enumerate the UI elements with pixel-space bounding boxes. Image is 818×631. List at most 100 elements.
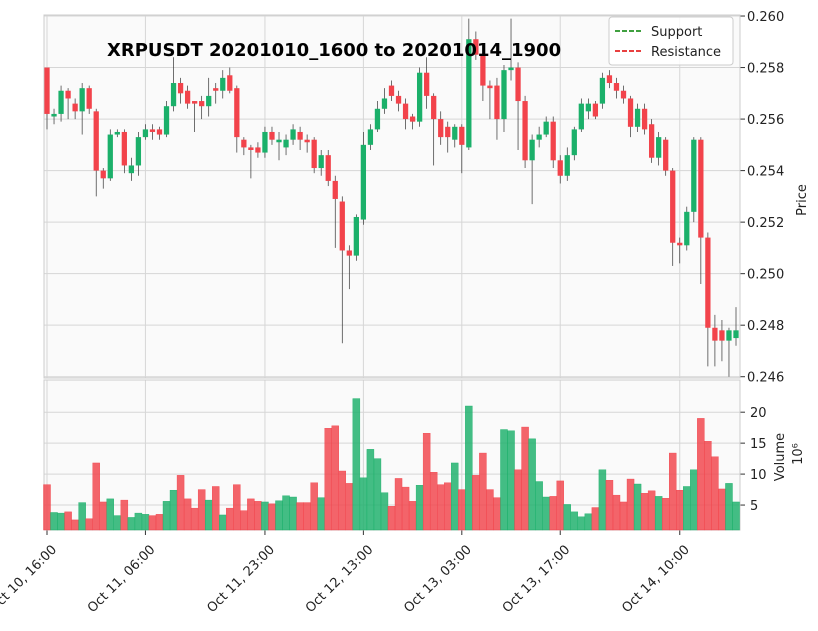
volume-bar — [78, 502, 86, 531]
x-tick-label: Oct 11, 23:00 — [205, 542, 278, 615]
chart-title: XRPUSDT 20201010_1600 to 20201014_1900 — [107, 40, 561, 61]
candle-body — [395, 95, 402, 104]
volume-bar — [148, 515, 157, 531]
volume-bar — [162, 501, 171, 531]
candle-body — [663, 139, 669, 171]
volume-bar — [619, 501, 628, 531]
volume-bar — [556, 480, 564, 531]
y2-tick-label: 20 — [750, 406, 767, 421]
candle-body — [234, 88, 240, 138]
x-tick-label: Oct 13, 17:00 — [500, 542, 573, 615]
volume-bar — [626, 478, 635, 531]
volume-bar — [697, 418, 705, 531]
candle-body — [86, 88, 92, 109]
candle-body — [128, 165, 135, 174]
volume-bar — [289, 496, 297, 531]
candle-body — [213, 88, 219, 91]
candle-body — [227, 75, 233, 91]
y-tick-label: 0.248 — [747, 319, 784, 334]
candle-body — [529, 139, 535, 161]
x-tick-label: Oct 11, 06:00 — [85, 542, 158, 615]
volume-bar — [415, 485, 424, 531]
candle-body — [571, 129, 577, 156]
candle-body — [684, 211, 690, 246]
y2-tick-label: 5 — [750, 499, 758, 514]
candle-body — [726, 330, 732, 341]
candle-body — [248, 147, 254, 150]
volume-bar — [472, 475, 480, 531]
price-frame — [43, 14, 741, 379]
volume-bar — [598, 469, 607, 531]
candle-body — [508, 67, 514, 71]
y2-offset: 10⁶ — [791, 443, 806, 465]
volume-bar — [479, 452, 487, 531]
candle-body — [522, 101, 528, 161]
volume-bar — [451, 462, 459, 531]
candle-body — [100, 170, 106, 179]
volume-bar — [176, 475, 185, 531]
volume-bar — [704, 441, 712, 531]
legend-label: Support — [651, 25, 702, 40]
candle-body — [170, 83, 177, 107]
legend-label: Resistance — [651, 45, 721, 60]
y2-axis-label: Volume — [773, 433, 788, 481]
y-tick-label: 0.260 — [747, 10, 784, 25]
candle-body — [620, 90, 627, 99]
volume-bar — [338, 470, 347, 531]
volume-bar — [718, 488, 726, 531]
candle-body — [656, 137, 662, 158]
volume-bar — [549, 496, 557, 531]
candle-body — [79, 88, 85, 112]
x-tick-label: Oct 12, 13:00 — [303, 542, 376, 615]
volume-bar — [507, 430, 515, 531]
candle-body — [606, 75, 613, 84]
volume-bar — [212, 486, 220, 531]
candle-body — [121, 131, 127, 166]
volume-bar — [50, 512, 58, 531]
volume-bar — [584, 513, 593, 531]
candle-body — [592, 103, 599, 117]
volume-bar — [345, 483, 354, 531]
candle-body — [44, 67, 50, 114]
volume-bar — [226, 507, 234, 531]
volume-bar — [43, 484, 51, 531]
candle-body — [367, 129, 374, 145]
volume-bar — [521, 426, 529, 531]
candle-body — [543, 121, 549, 135]
candle-body — [648, 124, 655, 158]
candle-body — [424, 72, 430, 96]
volume-bar — [570, 511, 579, 531]
y-tick-label: 0.256 — [747, 113, 784, 128]
candle-body — [452, 126, 458, 140]
volume-bar — [233, 484, 241, 531]
volume-bar — [408, 501, 417, 531]
y2-tick-label: 15 — [750, 437, 767, 452]
volume-bar — [465, 405, 473, 531]
volume-bar — [528, 438, 536, 531]
volume-bar — [366, 449, 375, 531]
volume-bar — [197, 489, 206, 531]
candle-body — [93, 111, 99, 171]
candle-body — [269, 131, 275, 140]
volume-bar — [458, 489, 466, 531]
candle-body — [156, 129, 163, 135]
y2-tick-label: 10 — [750, 468, 767, 483]
volume-bar — [64, 511, 72, 531]
x-tick-label: Oct 14, 10:00 — [619, 542, 692, 615]
volume-bar — [169, 489, 178, 531]
volume-bar — [380, 492, 389, 531]
candle-body — [276, 139, 282, 143]
candle-body — [564, 155, 570, 176]
volume-bar — [612, 494, 621, 531]
candle-body — [192, 101, 198, 104]
candle-body — [262, 131, 268, 153]
volume-bar — [219, 514, 227, 531]
volume-bar — [113, 515, 122, 531]
x-tick-label: Oct 13, 03:00 — [401, 542, 474, 615]
candle-body — [346, 250, 352, 256]
candle-body — [72, 103, 78, 112]
volume-bar — [247, 498, 255, 531]
candle-body — [51, 113, 57, 117]
volume-bar — [106, 498, 114, 531]
